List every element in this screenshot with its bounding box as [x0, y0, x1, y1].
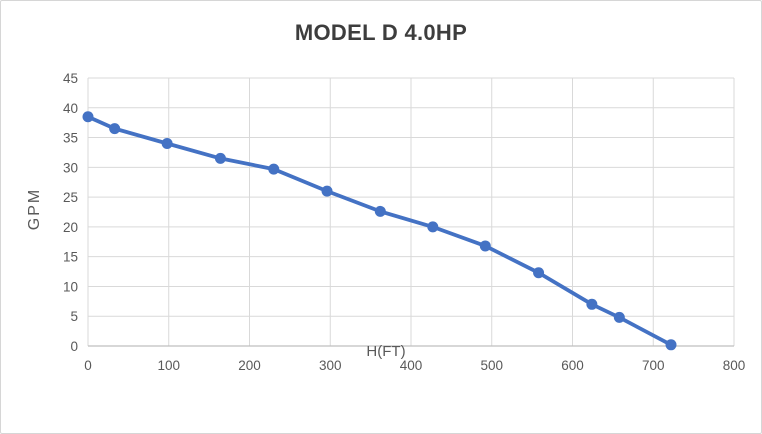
x-tick-label: 100: [157, 358, 180, 373]
data-point-marker: [427, 221, 439, 233]
data-point-marker: [479, 240, 491, 252]
y-tick-label: 35: [63, 131, 78, 146]
y-tick-label: 15: [63, 250, 78, 265]
y-tick-label: 25: [63, 190, 78, 205]
x-axis-title: H(FT): [366, 343, 406, 360]
chart-title: MODEL D 4.0HP: [294, 20, 468, 45]
y-tick-label: 10: [63, 279, 78, 294]
series-line: [86, 114, 673, 347]
data-point-marker: [586, 298, 598, 310]
data-point-marker: [374, 205, 386, 217]
data-point-marker: [321, 185, 333, 197]
data-point-marker: [214, 152, 226, 164]
y-tick-label: 20: [63, 220, 78, 235]
x-tick-label: 400: [400, 358, 423, 373]
data-point-marker: [161, 138, 173, 150]
y-tick-label: 40: [63, 101, 78, 116]
data-point-marker: [533, 267, 545, 279]
y-tick-label: 30: [63, 160, 78, 175]
x-tick-label: 600: [561, 358, 584, 373]
x-tick-label: 300: [319, 358, 342, 373]
x-tick-label: 0: [84, 358, 92, 373]
x-tick-label: 200: [238, 358, 261, 373]
y-axis-title: GPM: [26, 187, 43, 231]
y-tick-label: 5: [70, 309, 78, 324]
data-point-marker: [268, 163, 280, 175]
data-point-marker: [665, 339, 677, 351]
x-tick-label: 800: [723, 358, 746, 373]
data-point-marker: [82, 111, 94, 123]
data-point-marker: [109, 123, 121, 135]
x-tick-label: 500: [480, 358, 503, 373]
y-tick-label: 45: [63, 71, 78, 86]
y-tick-label: 0: [70, 339, 78, 354]
data-point-marker: [613, 311, 625, 323]
x-tick-label: 700: [642, 358, 665, 373]
